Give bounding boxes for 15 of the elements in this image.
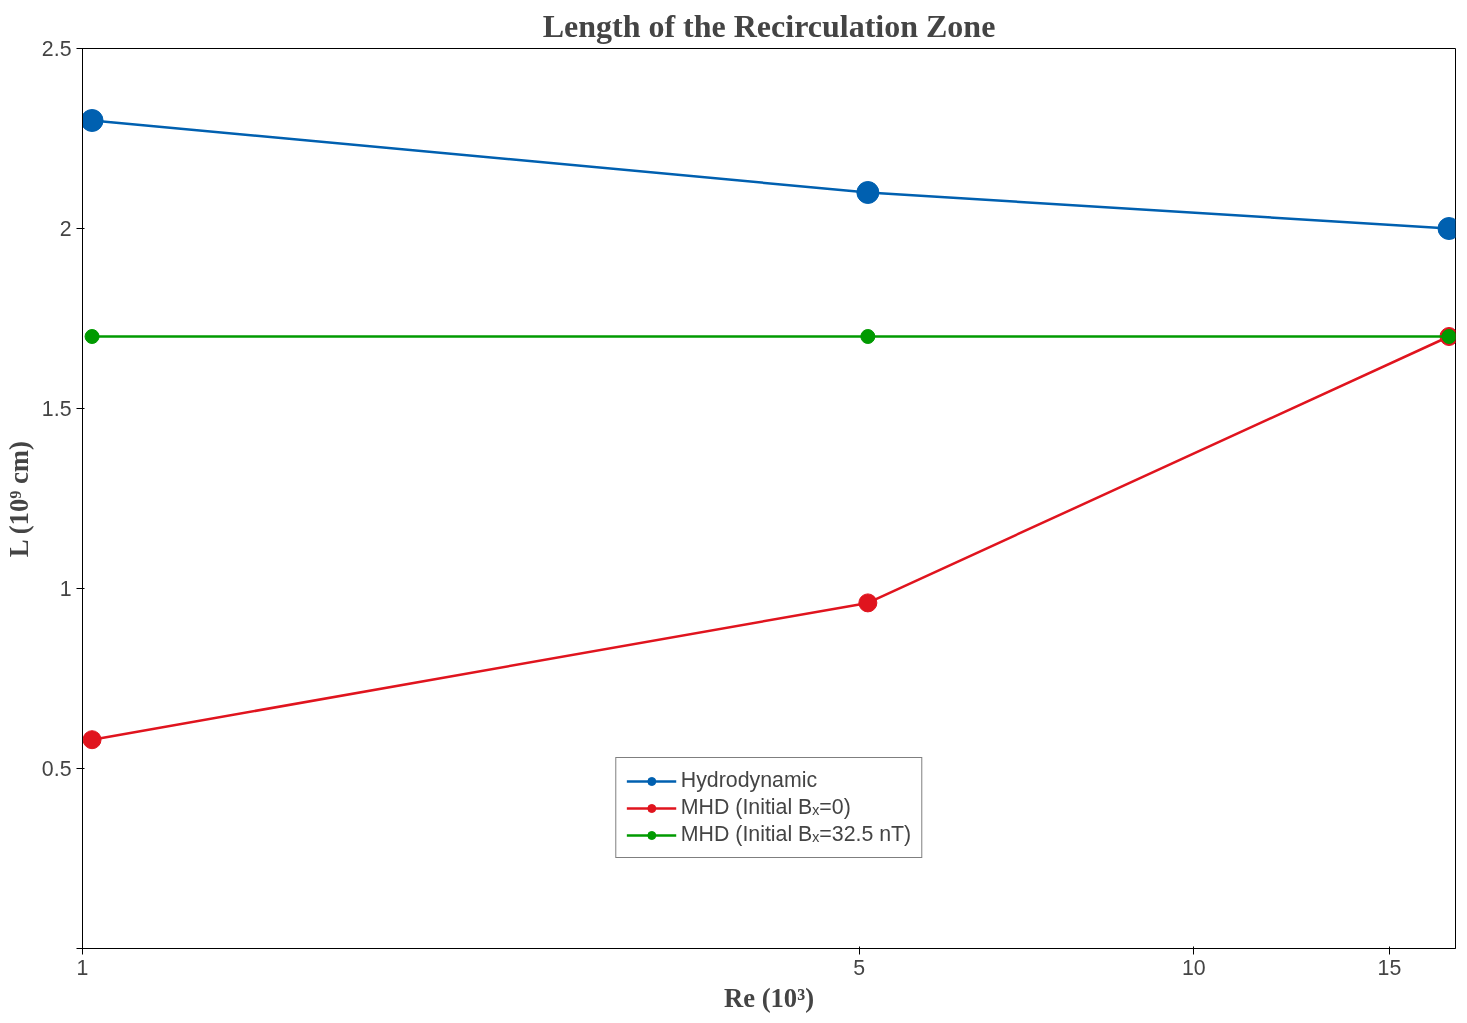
legend-label: MHD (Initial Bₓ=0)	[680, 795, 851, 820]
y-tick-label: 2.5	[41, 37, 72, 61]
x-tick-label: 15	[1377, 955, 1402, 980]
x-tick-label: 1	[76, 955, 89, 980]
legend-label: MHD (Initial Bₓ=32.5 nT)	[680, 822, 912, 847]
x-tick-label: 10	[1181, 955, 1206, 980]
y-tick-label: 0.5	[41, 757, 72, 781]
y-axis-title: L (10⁹ cm)	[3, 441, 34, 558]
y-tick-label: 1.5	[41, 397, 72, 421]
y-tick-label: 1	[59, 577, 72, 601]
chart-title: Length of the Recirculation Zone	[542, 7, 996, 44]
y-tick-label: 2	[59, 217, 72, 241]
legend-label: Hydrodynamic	[680, 768, 818, 793]
x-tick-label: 5	[853, 955, 866, 980]
x-axis-title: Re (10³)	[723, 982, 815, 1013]
